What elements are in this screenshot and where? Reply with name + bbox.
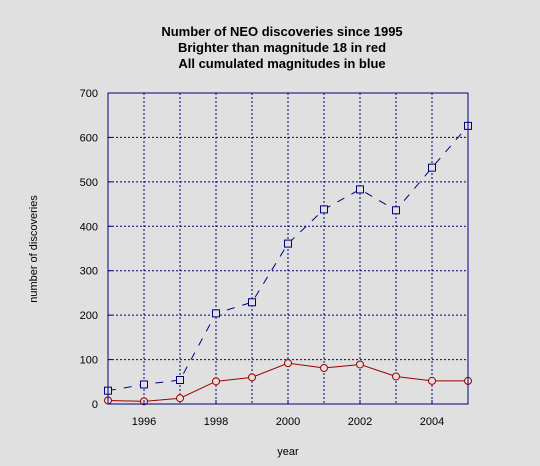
grid-lines xyxy=(108,93,468,404)
data-point-square xyxy=(176,376,184,385)
x-tick-label: 2000 xyxy=(276,416,300,428)
data-point-square xyxy=(320,205,328,214)
y-tick-label: 600 xyxy=(80,132,98,144)
y-tick-label: 300 xyxy=(80,266,98,278)
data-point-circle xyxy=(248,373,256,382)
data-point-square xyxy=(356,185,364,194)
data-point-square xyxy=(212,309,220,318)
y-tick-label: 0 xyxy=(92,399,98,411)
y-tick-label: 200 xyxy=(80,310,98,322)
data-point-square xyxy=(392,206,400,215)
x-axis-label: year xyxy=(277,446,299,458)
data-point-circle xyxy=(212,377,220,386)
axis-ticks: 0 100 200 300 400 500 600 700 1996 1998 2000 2002 20… xyxy=(80,88,445,428)
data-point-circle xyxy=(284,359,292,368)
x-tick-label: 1998 xyxy=(204,416,228,428)
x-tick-label: 1996 xyxy=(132,416,156,428)
chart-title-line-2: Brighter than magnitude 18 in red xyxy=(178,40,386,55)
y-tick-label: 500 xyxy=(80,177,98,189)
x-tick-label: 2004 xyxy=(420,416,444,428)
data-point-circle xyxy=(392,372,400,381)
y-axis-label: number of discoveries xyxy=(28,195,40,303)
chart-title-line-3: All cumulated magnitudes in blue xyxy=(178,56,385,71)
data-point-square xyxy=(428,163,436,172)
series-line xyxy=(107,125,469,392)
data-point-square xyxy=(140,380,148,389)
y-tick-label: 700 xyxy=(80,88,98,100)
chart-title-line-1: Number of NEO discoveries since 1995 xyxy=(161,24,402,39)
y-tick-label: 100 xyxy=(80,355,98,367)
data-point-circle xyxy=(320,364,328,373)
data-point-circle xyxy=(176,394,184,403)
data-point-square xyxy=(248,298,256,307)
data-point-circle xyxy=(428,376,436,385)
x-tick-label: 2002 xyxy=(348,416,372,428)
y-tick-label: 400 xyxy=(80,221,98,233)
data-point-circle xyxy=(356,360,364,369)
data-point-square xyxy=(284,239,292,248)
